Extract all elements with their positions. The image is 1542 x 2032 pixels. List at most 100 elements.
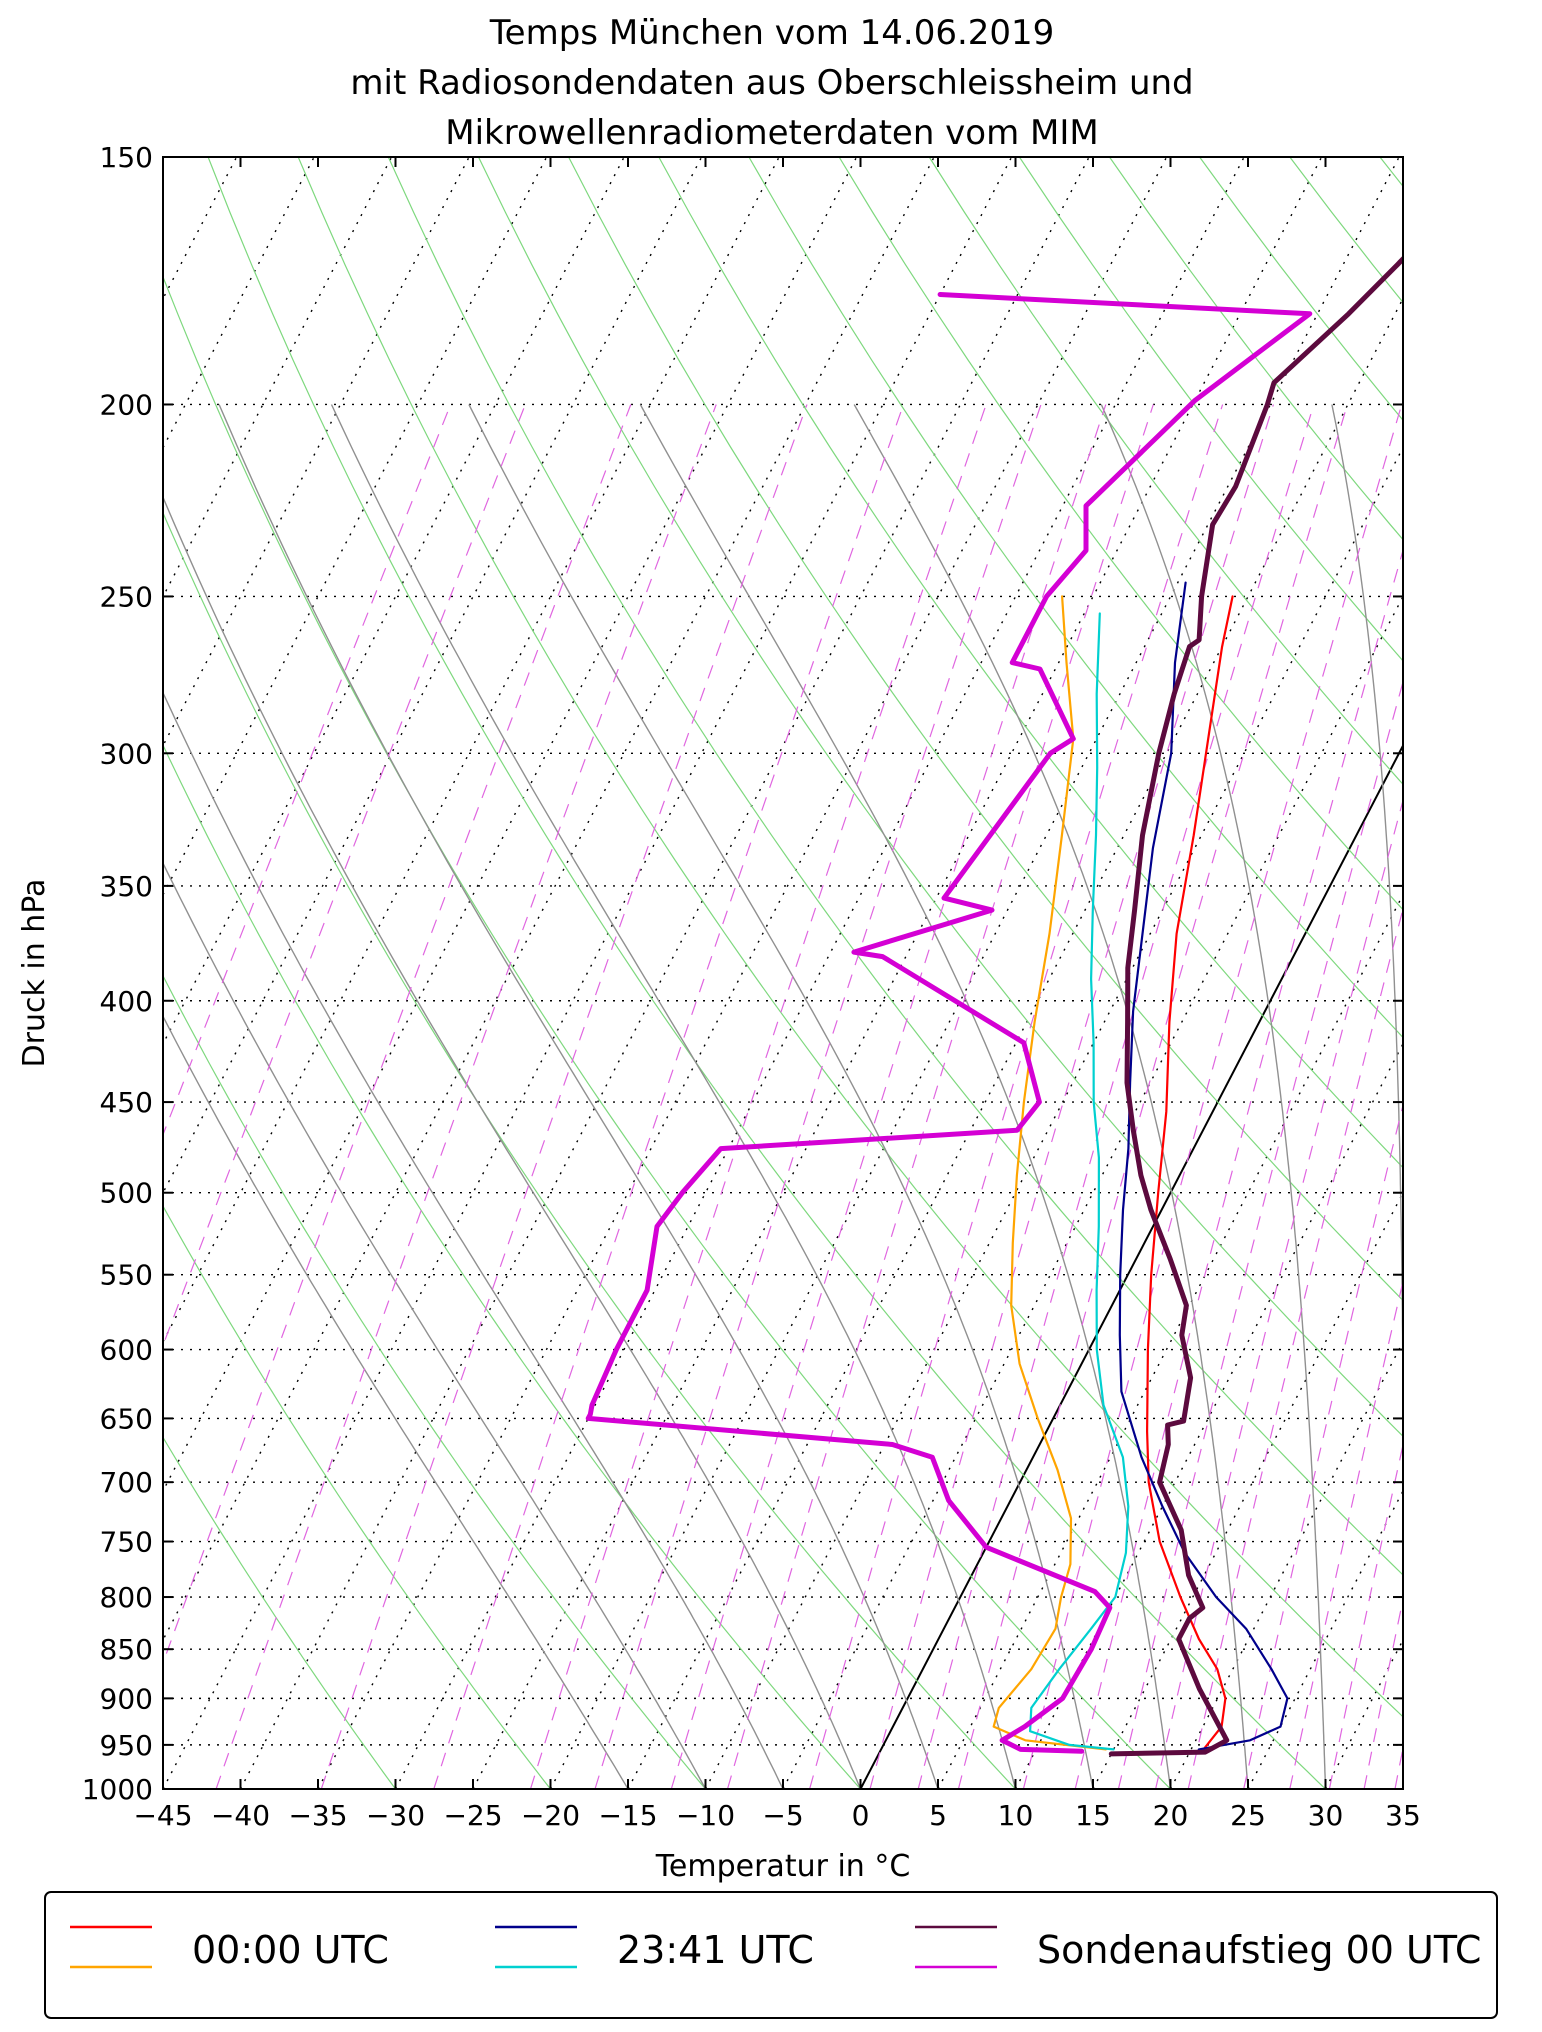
series-line-dewpoint-6: [585, 292, 1313, 1754]
moist-adiabat-line: [163, 861, 707, 1789]
dry-adiabat-line: [838, 157, 1403, 911]
x-tick-label: 20: [1153, 1799, 1189, 1832]
dry-adiabat-line: [568, 157, 1403, 1302]
mixing-ratio-line: [1187, 906, 1403, 1789]
x-tick-label: −10: [676, 1799, 735, 1832]
isotherm-line: [1481, 157, 1542, 1789]
y-tick-label: 400: [100, 985, 153, 1018]
dry-adiabat-line: [1379, 157, 1403, 188]
mixing-ratio-line: [1363, 1596, 1403, 1789]
mixing-ratio-line: [529, 404, 987, 1789]
chart-title-line-1: Temps München vom 14.06.2019: [489, 13, 1055, 53]
mixing-ratio-line: [163, 404, 632, 1665]
isotherm-line: [239, 157, 1090, 1789]
isotherm-line: [859, 744, 1403, 1789]
y-tick-label: 700: [100, 1466, 153, 1499]
mixing-ratio-line: [1074, 548, 1403, 1789]
y-tick-label: 900: [100, 1682, 153, 1715]
legend-label: 23:41 UTC: [617, 1928, 814, 1972]
legend-box: [44, 1891, 1498, 2019]
x-tick-label: 0: [852, 1799, 870, 1832]
mixing-ratio-line: [1289, 1278, 1403, 1789]
mixing-ratio-line: [670, 404, 1107, 1789]
legend: 00:00 UTC 23:41 UTC Sondenaufstieg 00 UTC: [44, 1891, 1498, 2019]
x-tick-label: −20: [521, 1799, 580, 1832]
series-line-temperature-5: [1108, 255, 1403, 1757]
isotherm-line: [163, 157, 470, 748]
x-tick-label: 35: [1385, 1799, 1421, 1832]
moist-adiabat-line: [1331, 404, 1403, 1789]
dry-adiabat-line: [207, 157, 1326, 1789]
mixing-ratio-line: [1513, 405, 1542, 1790]
isotherm-line: [627, 297, 1403, 1789]
isotherm-line: [937, 893, 1403, 1789]
dry-adiabat-line: [163, 743, 861, 1789]
y-tick-label: 650: [100, 1402, 153, 1435]
x-tick-label: 5: [929, 1799, 947, 1832]
moist-adiabat-line: [330, 404, 1017, 1789]
mixing-ratio-line: [320, 404, 808, 1789]
x-tick-label: −15: [598, 1799, 657, 1832]
dry-adiabat-line: [163, 974, 706, 1789]
x-tick-label: 30: [1308, 1799, 1344, 1832]
dry-adiabat-line: [163, 1436, 396, 1789]
dry-adiabat-line: [297, 157, 1403, 1718]
mixing-ratio-line: [809, 404, 1224, 1789]
moist-adiabat-line: [639, 404, 1172, 1789]
dry-adiabat-line: [658, 157, 1403, 1169]
x-tick-label: −5: [762, 1799, 803, 1832]
x-tick-label: −25: [443, 1799, 502, 1832]
dry-adiabat-line: [1018, 157, 1403, 662]
series-line-dewpoint-4: [1028, 612, 1130, 1751]
mixing-ratio-line: [1394, 1745, 1403, 1789]
isotherm-line: [163, 157, 935, 1642]
mixing-ratio-line: [1243, 1102, 1403, 1789]
isotherm-line: [1324, 1638, 1403, 1789]
isotherm-line: [1092, 1191, 1403, 1789]
x-tick-label: −45: [133, 1799, 192, 1832]
mixing-ratio-line: [869, 404, 1274, 1789]
x-axis-label: Temperatur in °C: [655, 1849, 911, 1884]
y-tick-label: 300: [100, 737, 153, 770]
mixing-ratio-line: [1328, 1442, 1403, 1789]
mixing-ratio-line: [163, 404, 452, 1137]
mixing-ratio-line: [163, 404, 526, 1348]
isotherm-line: [163, 157, 625, 1046]
dry-adiabat-line: [1199, 157, 1403, 422]
mixing-ratio-line: [1423, 405, 1542, 1790]
zero-isotherm-line: [859, 743, 1403, 1789]
isotherm-line: [163, 157, 1013, 1789]
background-lines: [163, 157, 1542, 1790]
x-tick-label: 10: [998, 1799, 1034, 1832]
isotherm-line: [1247, 1489, 1403, 1789]
moist-adiabat-line: [163, 1014, 629, 1789]
isotherm-line: [163, 157, 703, 1195]
dry-adiabat-line: [1470, 157, 1542, 1789]
moist-adiabat-line: [1100, 404, 1327, 1789]
mixing-ratio-line: [1022, 404, 1403, 1789]
y-tick-label: 350: [100, 870, 153, 903]
moist-adiabat-line: [163, 495, 862, 1789]
isotherm-line: [1169, 1340, 1403, 1789]
x-tick-label: 25: [1230, 1799, 1266, 1832]
dry-adiabat-line: [1289, 157, 1403, 304]
y-tick-label: 250: [100, 580, 153, 613]
isotherm-line: [1402, 1787, 1403, 1789]
dry-adiabat-line: [163, 511, 1016, 1789]
mixing-ratio-line: [957, 404, 1348, 1789]
isotherm-line: [317, 157, 1168, 1789]
moist-adiabat-line: [853, 404, 1249, 1789]
dry-adiabat-line: [928, 157, 1403, 786]
moist-adiabat-line: [218, 404, 939, 1789]
plot-frame: [162, 156, 1404, 1790]
x-tick-label: 15: [1075, 1799, 1111, 1832]
legend-label: Sondenaufstieg 00 UTC: [1037, 1928, 1481, 1972]
dry-adiabat-line: [748, 157, 1403, 1039]
y-tick-label: 1000: [82, 1773, 153, 1806]
mixing-ratio-line: [1471, 405, 1542, 1790]
axis-ticks: 1502002503003504004505005506006507007508…: [82, 141, 1421, 1832]
legend-label: 00:00 UTC: [192, 1928, 389, 1972]
mixing-ratio-line: [215, 404, 717, 1789]
y-tick-label: 950: [100, 1729, 153, 1762]
